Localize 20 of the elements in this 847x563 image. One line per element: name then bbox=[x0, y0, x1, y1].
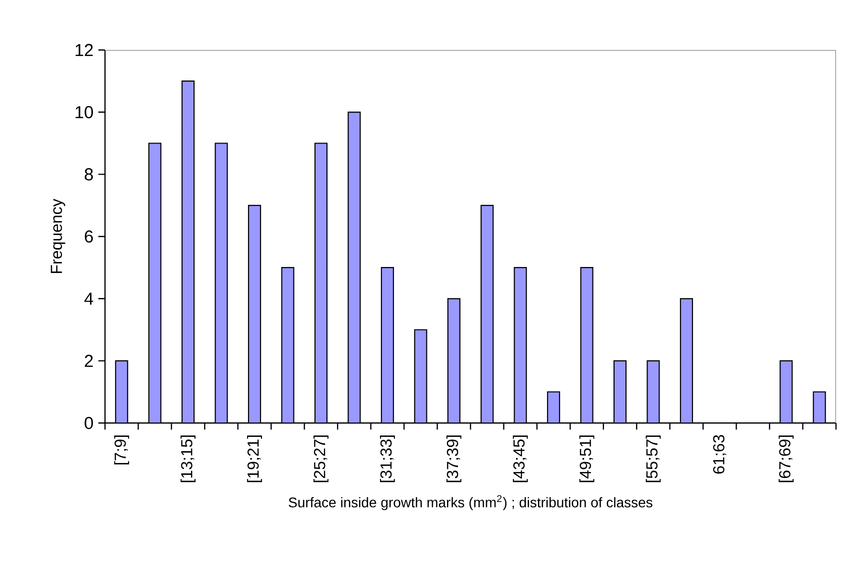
y-tick-label: 0 bbox=[84, 416, 93, 430]
x-tick-label: [13;15] bbox=[180, 436, 196, 482]
y-tick-label: 2 bbox=[84, 354, 93, 367]
y-tick-label: 4 bbox=[84, 292, 94, 305]
x-tick-label: [37;39] bbox=[446, 436, 462, 482]
x-tick-label: [43;45] bbox=[512, 436, 528, 482]
x-tick-label: [67;69] bbox=[778, 436, 794, 482]
y-tick-label: 10 bbox=[76, 106, 93, 118]
y-tick-label: 12 bbox=[76, 44, 93, 56]
x-tick-label: [55;57] bbox=[646, 436, 661, 482]
y-axis-title: Frequency bbox=[50, 198, 66, 273]
x-tick-label: 61;63 bbox=[713, 435, 726, 474]
x-axis-title: Surface inside growth marks (mm$^{2}$) ; distribution of classes bbox=[288, 495, 652, 510]
x-tick-label: [19;21] bbox=[247, 436, 262, 482]
x-tick-label: [49;51] bbox=[579, 436, 594, 482]
x-tick-label: [7;9] bbox=[114, 436, 130, 464]
x-tick-label: [25;27] bbox=[314, 436, 328, 482]
x-tick-label: [31;33] bbox=[380, 436, 395, 482]
y-tick-label: 8 bbox=[84, 168, 93, 180]
y-tick-label: 6 bbox=[84, 230, 93, 243]
